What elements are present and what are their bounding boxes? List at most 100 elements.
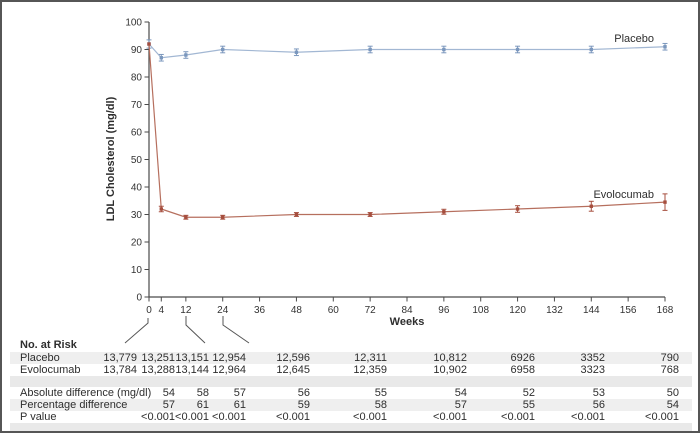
- table-cell: 58: [196, 387, 209, 399]
- table-cell: 55: [374, 387, 387, 399]
- x-tick-label: 108: [472, 305, 489, 316]
- table-row: P value <0.001 <0.001 <0.001 <0.001 <0.001 <0.…: [2, 411, 698, 423]
- table-cell: <0.001: [212, 411, 246, 423]
- x-tick-label: 24: [217, 305, 229, 316]
- table-cell: 12,645: [276, 364, 310, 376]
- table-cell: 768: [660, 364, 679, 376]
- x-tick-label: 168: [657, 305, 674, 316]
- x-tick-label: 0: [146, 305, 152, 316]
- table-cell: 13,288: [141, 364, 175, 376]
- table-cell: <0.001: [276, 411, 310, 423]
- y-tick-label: 50: [131, 155, 143, 166]
- data-point-marker: [589, 47, 593, 52]
- table-cell: 13,251: [141, 352, 175, 364]
- leader-line: [124, 318, 149, 344]
- table-row: Placebo 13,779 13,251 13,151 12,954 12,596 12,…: [2, 352, 698, 364]
- x-tick-label: 72: [365, 305, 377, 316]
- table-cell: 13,151: [175, 352, 209, 364]
- table-row-label: Absolute difference (mg/dl): [20, 387, 152, 399]
- table-cell: 57: [454, 399, 467, 411]
- table-cell: 12,359: [353, 364, 387, 376]
- table-cell: <0.001: [353, 411, 387, 423]
- table-row: Absolute difference (mg/dl) 54 58 57 56 55 54 5…: [2, 387, 698, 399]
- table-cell: 55: [522, 399, 535, 411]
- table-row-label: Placebo: [20, 352, 60, 364]
- y-tick-label: 0: [136, 293, 142, 304]
- data-point-marker: [221, 47, 225, 52]
- data-point-marker: [294, 212, 299, 217]
- y-tick-label: 100: [125, 18, 142, 29]
- x-tick-label: 96: [438, 305, 450, 316]
- table-cell: 56: [297, 387, 310, 399]
- row-stripe: [10, 352, 692, 364]
- data-point-marker: [589, 204, 593, 208]
- table-cell: 61: [196, 399, 209, 411]
- y-axis-label: LDL Cholesterol (mg/dl): [105, 96, 117, 221]
- y-tick-label: 70: [131, 100, 143, 111]
- table-cell: 61: [233, 399, 246, 411]
- table-cell: 13,784: [103, 364, 137, 376]
- x-tick-label: 144: [583, 305, 600, 316]
- y-tick-label: 90: [131, 45, 143, 56]
- x-tick-label: 120: [509, 305, 526, 316]
- table-cell: 54: [666, 399, 679, 411]
- x-tick-label: 4: [159, 305, 165, 316]
- table-cell: 3323: [580, 364, 605, 376]
- bottom-band: [10, 423, 692, 431]
- data-point-marker: [147, 42, 151, 46]
- table-cell: 50: [666, 387, 679, 399]
- placebo-line: [148, 43, 666, 59]
- leader-line: [185, 316, 206, 344]
- table-cell: 54: [454, 387, 467, 399]
- table-cell: 52: [522, 387, 535, 399]
- x-tick-label: 132: [546, 305, 563, 316]
- table-cell: <0.001: [141, 411, 175, 423]
- table-cell: 53: [592, 387, 605, 399]
- data-point-marker: [368, 212, 372, 217]
- table-row: Evolocumab 13,784 13,288 13,144 12,964 12,645…: [2, 364, 698, 376]
- placebo-series-label: Placebo: [614, 33, 654, 45]
- data-point-marker: [184, 53, 188, 57]
- evolocumab-series-label: Evolocumab: [593, 189, 654, 201]
- table-row-label: P value: [20, 411, 57, 423]
- axis-lines: [148, 22, 665, 298]
- data-point-marker: [368, 47, 372, 52]
- data-point-marker: [221, 215, 225, 219]
- table-cell: 13,779: [103, 352, 137, 364]
- x-tick-label: 84: [401, 305, 413, 316]
- data-point-marker: [663, 200, 667, 204]
- data-point-marker: [515, 47, 520, 52]
- table-cell: 6958: [510, 364, 535, 376]
- table-cell: 12,596: [276, 352, 310, 364]
- y-tick-label: 10: [131, 265, 143, 276]
- table-row-label: Percentage difference: [20, 399, 128, 411]
- table-cell: 6926: [510, 352, 535, 364]
- leader-line: [222, 316, 250, 344]
- x-tick-label: 60: [328, 305, 340, 316]
- table-cell: <0.001: [645, 411, 679, 423]
- data-point-marker: [294, 50, 299, 54]
- table-cell: 54: [162, 387, 175, 399]
- evolocumab-line: [148, 43, 666, 218]
- table-cell: 12,954: [212, 352, 246, 364]
- table-cell: 10,902: [433, 364, 467, 376]
- table-cell: 56: [592, 399, 605, 411]
- table-cell: <0.001: [571, 411, 605, 423]
- table-separator-band: [10, 376, 692, 387]
- no-at-risk-header: No. at Risk: [20, 339, 77, 351]
- table-cell: 59: [297, 399, 310, 411]
- table-cell: 12,311: [354, 352, 387, 364]
- y-tick-label: 40: [131, 183, 143, 194]
- x-tick-label: 12: [180, 305, 192, 316]
- table-cell: <0.001: [175, 411, 209, 423]
- table-cell: 10,812: [433, 352, 467, 364]
- data-point-marker: [442, 47, 446, 52]
- chart-series: [146, 39, 668, 220]
- y-tick-label: 30: [131, 210, 143, 221]
- row-stripe: [10, 399, 692, 411]
- table-cell: 3352: [580, 352, 605, 364]
- table-cell: 12,964: [212, 364, 246, 376]
- data-point-marker: [663, 45, 667, 49]
- table-row: Percentage difference 57 61 61 59 58 57 55 56 54: [2, 399, 698, 411]
